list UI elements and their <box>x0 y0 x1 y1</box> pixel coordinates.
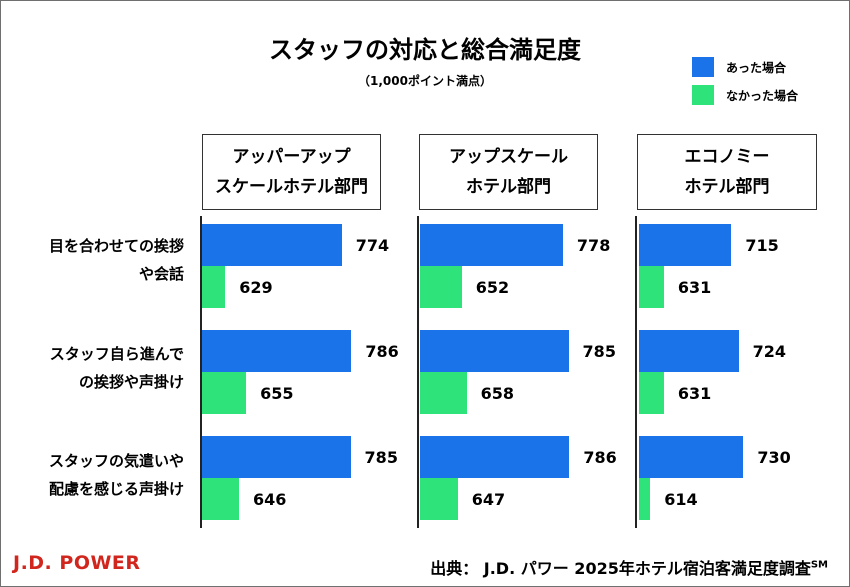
value-label-upper-upscale-row1-present: 774 <box>355 236 390 255</box>
legend-label-absent: なかった場合 <box>726 89 799 103</box>
bar-upper-upscale-row2-present <box>202 330 352 372</box>
row-label-caring-greeting: スタッフの気遣いや 配慮を感じる声掛け <box>14 447 184 503</box>
source-mark: SM <box>810 559 828 571</box>
value-label-upscale-row3-present: 786 <box>583 448 617 467</box>
legend-swatch-absent <box>692 85 714 105</box>
value-label-upper-upscale-row1-absent: 629 <box>239 278 273 297</box>
bar-upper-upscale-row3-absent <box>202 478 239 520</box>
value-label-economy-row1-present: 715 <box>745 236 779 255</box>
bar-economy-row3-absent <box>639 478 651 520</box>
bar-upscale-row1-present <box>420 224 563 266</box>
bar-economy-row1-present <box>639 224 732 266</box>
row-label-line: スタッフの気遣いや <box>48 452 184 470</box>
panel-header-line: アッパーアップ <box>232 147 351 167</box>
value-label-upscale-row3-absent: 647 <box>471 490 506 509</box>
value-label-economy-row2-present: 724 <box>752 342 786 361</box>
value-label-upscale-row2-absent: 658 <box>480 384 514 403</box>
panel-header-upper-upscale: アッパーアップ スケールホテル部門 <box>202 134 381 210</box>
panel-header-line: エコノミー <box>684 147 770 167</box>
row-label-eye-contact: 目を合わせての挨拶 や会話 <box>14 232 184 288</box>
value-label-upper-upscale-row2-present: 786 <box>365 342 399 361</box>
legend-swatch-present <box>692 57 714 77</box>
panel-header-line: ホテル部門 <box>466 177 551 197</box>
value-label-economy-row2-absent: 631 <box>677 384 712 403</box>
bar-economy-row2-present <box>639 330 739 372</box>
bar-upscale-row1-absent <box>420 266 462 308</box>
panel-header-line: スケールホテル部門 <box>215 177 368 197</box>
bar-economy-row2-absent <box>639 372 664 414</box>
panel-axis-upscale <box>417 216 419 528</box>
panel-header-economy: エコノミー ホテル部門 <box>637 134 817 210</box>
row-label-line: 目を合わせての挨拶 <box>48 237 184 255</box>
panel-header-upscale: アップスケール ホテル部門 <box>419 134 598 210</box>
row-label-line: スタッフ自ら進んで <box>49 345 184 363</box>
value-label-economy-row3-present: 730 <box>757 448 791 467</box>
row-label-line: や会話 <box>138 265 184 283</box>
source-text: 出典： J.D. パワー 2025年ホテル宿泊客満足度調査 <box>430 559 811 578</box>
bar-upper-upscale-row2-absent <box>202 372 247 414</box>
value-label-upscale-row1-absent: 652 <box>475 278 510 297</box>
bar-upscale-row3-absent <box>420 478 458 520</box>
bar-upscale-row2-absent <box>420 372 467 414</box>
chart-subtitle: （1,000ポイント満点） <box>358 74 492 88</box>
value-label-economy-row1-absent: 631 <box>677 278 712 297</box>
row-label-line: の挨拶や声掛け <box>78 373 184 391</box>
bar-upper-upscale-row1-absent <box>202 266 226 308</box>
panel-header-line: ホテル部門 <box>684 177 770 197</box>
row-label-line: 配慮を感じる声掛け <box>48 480 184 498</box>
row-label-proactive-greeting: スタッフ自ら進んで の挨拶や声掛け <box>14 340 184 396</box>
bar-economy-row1-absent <box>639 266 664 308</box>
chart-title: スタッフの対応と総合満足度 <box>269 36 581 64</box>
bar-upper-upscale-row1-present <box>202 224 342 266</box>
bar-upper-upscale-row3-present <box>202 436 351 478</box>
panel-axis-economy <box>635 216 637 528</box>
jd-power-logo: J.D. POWER <box>13 552 141 574</box>
value-label-upper-upscale-row2-absent: 655 <box>260 384 294 403</box>
value-label-economy-row3-absent: 614 <box>664 490 698 509</box>
value-label-upscale-row1-present: 778 <box>576 236 611 255</box>
panel-axis-upper-upscale <box>200 216 202 528</box>
value-label-upper-upscale-row3-absent: 646 <box>252 490 287 509</box>
value-label-upscale-row2-present: 785 <box>582 342 616 361</box>
bar-upscale-row3-present <box>420 436 570 478</box>
bar-economy-row3-present <box>639 436 744 478</box>
legend-label-present: あった場合 <box>726 61 787 75</box>
source-note: 出典： J.D. パワー 2025年ホテル宿泊客満足度調査SM <box>430 555 828 579</box>
bar-upscale-row2-present <box>420 330 569 372</box>
value-label-upper-upscale-row3-present: 785 <box>364 448 398 467</box>
panel-header-line: アップスケール <box>449 147 568 167</box>
